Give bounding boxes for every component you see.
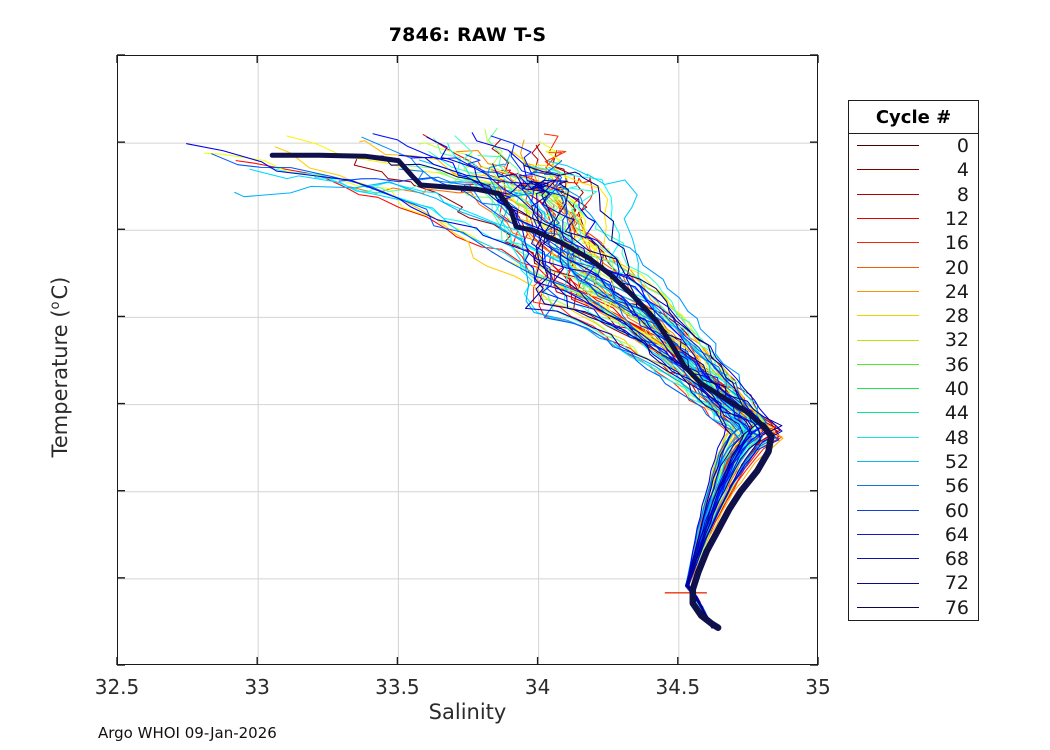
legend-item-list: 0 4 8 12 16 20 24 28 32 36 40 44 48 52 56 60 64 68 72 76 [849, 134, 978, 620]
legend-color-swatch [857, 582, 919, 584]
legend-item-label: 44 [944, 402, 969, 425]
legend-color-swatch [857, 169, 919, 171]
ts-profile-line [530, 179, 783, 629]
legend-item-label: 12 [944, 207, 969, 230]
x-tick-label: 35 [805, 675, 831, 699]
ts-profile-line [286, 135, 754, 629]
ts-profile-line [426, 136, 744, 629]
legend: Cycle # 0 4 8 12 16 20 24 28 32 36 40 44 48 52 56 60 64 6… [848, 100, 979, 621]
legend-color-swatch [857, 266, 919, 268]
legend-color-swatch [857, 436, 919, 438]
ts-profile-line [211, 153, 741, 629]
legend-item-label: 76 [944, 596, 969, 619]
legend-color-swatch [857, 533, 919, 535]
legend-item-label: 0 [956, 135, 969, 157]
ts-profile-line [313, 175, 756, 629]
deep-water-bundle [689, 422, 775, 631]
legend-color-swatch [857, 485, 919, 487]
legend-color-swatch [857, 388, 919, 390]
page-title: 7846: RAW T-S [388, 24, 547, 46]
ts-profile-line [203, 152, 758, 629]
x-tick-label: 33 [244, 675, 270, 699]
legend-item[interactable]: 48 [849, 426, 978, 450]
legend-item[interactable]: 16 [849, 231, 978, 255]
legend-item-label: 4 [956, 159, 969, 182]
legend-color-swatch [857, 606, 919, 608]
legend-item-label: 52 [944, 450, 969, 473]
legend-item[interactable]: 8 [849, 183, 978, 207]
legend-color-swatch [857, 290, 919, 292]
legend-color-swatch [857, 412, 919, 414]
legend-item-label: 32 [944, 329, 969, 352]
legend-item[interactable]: 4 [849, 158, 978, 182]
legend-color-swatch [857, 145, 919, 147]
legend-item-label: 16 [944, 232, 969, 255]
x-tick-label: 32.5 [94, 675, 140, 699]
legend-color-swatch [857, 363, 919, 365]
legend-color-swatch [857, 242, 919, 244]
legend-item-label: 60 [944, 499, 969, 522]
legend-item-label: 28 [944, 305, 969, 328]
legend-color-swatch [857, 461, 919, 463]
legend-item-label: 24 [944, 280, 969, 303]
legend-item[interactable]: 12 [849, 207, 978, 231]
legend-item-label: 56 [944, 475, 969, 498]
legend-item-label: 20 [944, 256, 969, 279]
legend-item[interactable]: 28 [849, 304, 978, 328]
legend-color-swatch [857, 558, 919, 560]
legend-item[interactable]: 64 [849, 523, 978, 547]
legend-item-label: 68 [944, 548, 969, 571]
degree-icon: o [48, 301, 63, 310]
legend-item-label: 64 [944, 523, 969, 546]
legend-item[interactable]: 36 [849, 353, 978, 377]
legend-color-swatch [857, 509, 919, 511]
legend-item[interactable]: 76 [849, 596, 978, 620]
legend-color-swatch [857, 218, 919, 220]
legend-color-swatch [857, 315, 919, 317]
footer-credit: Argo WHOI 09-Jan-2026 [98, 724, 277, 742]
x-axis-title: Salinity [428, 700, 507, 724]
x-tick-label: 34 [524, 675, 551, 699]
legend-item-label: 72 [944, 572, 969, 595]
plot-area [117, 55, 818, 665]
y-axis-title: Temperature (oC) [48, 157, 72, 577]
legend-item[interactable]: 52 [849, 450, 978, 474]
legend-item[interactable]: 72 [849, 571, 978, 595]
ts-profile-line [525, 163, 737, 629]
legend-item[interactable]: 0 [849, 134, 978, 158]
legend-color-swatch [857, 339, 919, 341]
legend-item[interactable]: 40 [849, 377, 978, 401]
legend-item-label: 48 [944, 426, 969, 449]
ts-profile-line [274, 146, 736, 629]
legend-item[interactable]: 60 [849, 499, 978, 523]
legend-item[interactable]: 56 [849, 474, 978, 498]
legend-item[interactable]: 24 [849, 280, 978, 304]
legend-item[interactable]: 32 [849, 328, 978, 352]
legend-item-label: 40 [944, 378, 969, 400]
legend-item[interactable]: 20 [849, 256, 978, 280]
legend-item-label: 36 [944, 353, 969, 376]
legend-color-swatch [857, 193, 919, 195]
x-tick-label: 33.5 [375, 675, 420, 699]
x-tick-label: 34.5 [655, 675, 701, 699]
ts-profile-line [186, 143, 727, 629]
y-axis-title-suffix: C) [48, 276, 72, 300]
legend-item-label: 8 [956, 183, 969, 206]
ts-profile-line [357, 155, 758, 629]
legend-item[interactable]: 68 [849, 547, 978, 571]
legend-item[interactable]: 44 [849, 401, 978, 425]
legend-title: Cycle # [849, 101, 978, 134]
plot-canvas [118, 56, 817, 664]
y-axis-title-prefix: Temperature ( [48, 309, 72, 458]
